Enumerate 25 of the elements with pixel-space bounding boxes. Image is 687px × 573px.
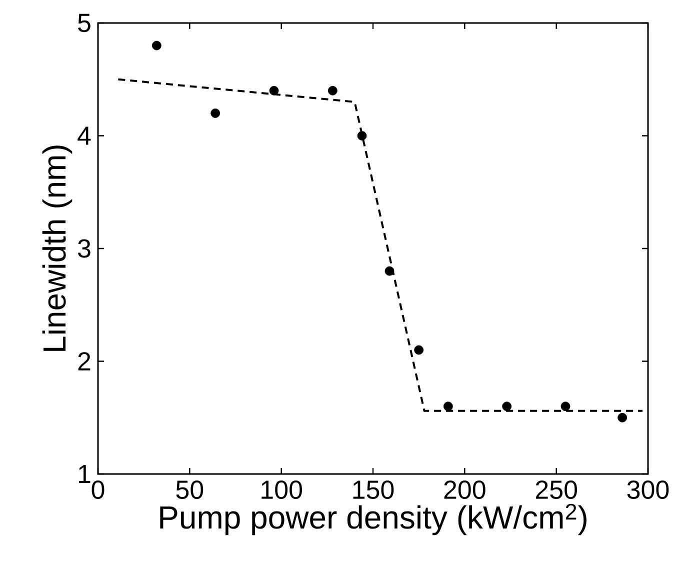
y-tick-label: 1 (78, 465, 90, 483)
point (152, 40, 162, 50)
point (618, 412, 628, 422)
point (269, 86, 279, 96)
x-tick-label: 100 (262, 480, 302, 499)
point (414, 345, 424, 355)
x-tick-label: 300 (627, 480, 669, 499)
x-tick-label: 200 (444, 480, 486, 499)
y-tick-label: 3 (78, 239, 90, 258)
point (502, 402, 512, 412)
x-tick-label: 50 (176, 480, 204, 499)
point (328, 86, 338, 96)
x-tick-label: 0 (92, 480, 104, 499)
y-tick-label: 2 (78, 352, 90, 370)
x-tick-label: 250 (536, 480, 577, 499)
y-tick-label: 4 (78, 126, 91, 145)
point (560, 402, 570, 412)
point (357, 131, 367, 140)
x-axis-title: Pump power density (kW/cm$^{2}$) (160, 504, 586, 536)
y-tick-label: 5 (78, 14, 90, 32)
point (384, 266, 394, 276)
y-axis-title: Linewidth (nm) (42, 146, 72, 351)
point (443, 402, 453, 412)
x-tick-label: 150 (353, 480, 394, 499)
point (210, 108, 220, 118)
